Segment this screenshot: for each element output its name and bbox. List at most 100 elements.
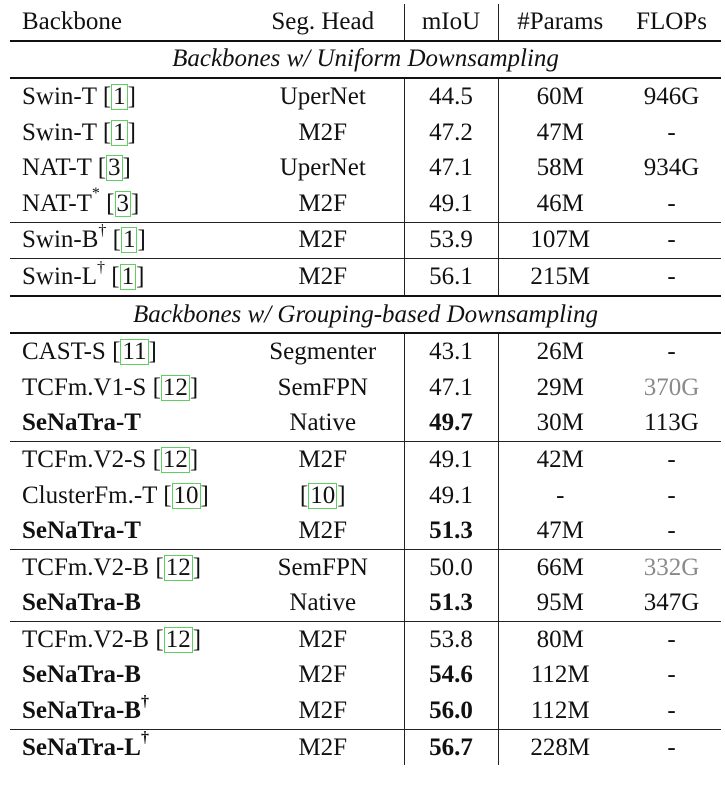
backbone-name: SeNaTra-L: [22, 733, 141, 761]
backbone-name: SeNaTra-B: [22, 661, 141, 689]
citation-link[interactable]: [12]: [152, 373, 199, 401]
citation-number: 12: [163, 553, 193, 581]
backbone-superscript: *: [91, 185, 100, 203]
table-row: ClusterFm.-T [10] [10] 49.1- -: [10, 477, 721, 514]
params-cell: 47M: [498, 513, 622, 550]
flops-cell: -: [667, 481, 676, 509]
miou-cell: 51.3: [404, 585, 499, 623]
flops-cell: 946G: [643, 82, 700, 110]
miou-cell: 47.1: [404, 150, 499, 186]
seg-head-cell: M2F: [242, 657, 405, 694]
backbone-name: ClusterFm.-T: [22, 481, 157, 509]
citation-link[interactable]: [1]: [102, 118, 136, 146]
miou-cell: 56.0: [404, 693, 499, 730]
backbone-cell: NAT-T [3]: [10, 150, 242, 186]
params-cell: 80M: [536, 625, 584, 653]
table-row: SeNaTra-B† M2F 56.0 112M -: [10, 693, 721, 730]
params-cell: 112M: [530, 661, 590, 689]
backbone-superscript: †: [97, 258, 105, 276]
segmentation-results-table: Backbone Seg. Head mIoU #Params FLOPs Ba…: [10, 4, 721, 766]
miou-cell: 50.0: [404, 549, 499, 586]
header-params: #Params: [498, 4, 622, 42]
header-backbone: Backbone: [10, 4, 242, 42]
seg-head-cell: M2F: [242, 185, 405, 223]
backbone-name: Swin-L: [22, 262, 97, 290]
seg-head-cell: M2F: [242, 693, 405, 730]
seg-head-cell: M2F: [242, 621, 405, 658]
table-row: CAST-S [11] Segmenter 43.1 26M -: [10, 333, 721, 370]
params-cell: 29M: [536, 373, 584, 401]
backbone-name: TCFm.V2-S: [22, 445, 147, 473]
seg-head-cell: M2F: [242, 513, 405, 550]
citation-link[interactable]: [1]: [111, 262, 145, 290]
citation-link[interactable]: [3]: [97, 154, 131, 182]
table-row: Swin-T [1] M2F 47.2 47M -: [10, 114, 721, 151]
miou-cell: 56.1: [404, 258, 499, 296]
citation-number: 1: [119, 262, 137, 290]
flops-cell: -: [667, 625, 676, 653]
table-row: SeNaTra-T M2F 51.3 47M -: [10, 513, 721, 550]
seg-head-cell: M2F: [242, 729, 405, 766]
flops-cell: -: [622, 513, 721, 550]
seg-head-cell: SemFPN: [242, 549, 405, 586]
miou-cell: 47.2: [404, 114, 499, 151]
backbone-name: TCFm.V1-S: [22, 373, 147, 401]
miou-cell: 49.1: [404, 477, 499, 514]
seg-head-cell: [10]: [242, 477, 405, 514]
table-row: SeNaTra-T Native 49.7 30M 113G: [10, 405, 721, 443]
backbone-superscript: †: [98, 222, 107, 240]
backbone-name: Swin-B: [22, 226, 99, 254]
backbone-cell: TCFm.V2-B [12]: [10, 622, 242, 658]
flops-cell: -: [667, 262, 676, 290]
citation-link[interactable]: [12]: [155, 553, 202, 581]
flops-cell: -: [667, 445, 676, 473]
seg-head-citation[interactable]: [10]: [299, 481, 346, 509]
miou-cell: 53.8: [404, 621, 499, 658]
backbone-cell: Swin-B† [1]: [10, 222, 242, 260]
flops-cell: -: [667, 118, 676, 146]
flops-cell: 113G: [622, 405, 721, 443]
citation-link[interactable]: [1]: [112, 226, 146, 254]
miou-cell: 44.5: [404, 78, 499, 115]
citation-link[interactable]: [12]: [152, 445, 199, 473]
seg-head-citation-number: 10: [308, 481, 338, 509]
backbone-cell: ClusterFm.-T [10]: [10, 478, 242, 514]
miou-cell: 43.1: [404, 333, 499, 370]
header-row: Backbone Seg. Head mIoU #Params FLOPs: [10, 4, 721, 42]
header-miou: mIoU: [404, 4, 499, 42]
miou-cell: 47.1: [404, 369, 499, 406]
params-cell: 58M: [536, 154, 584, 182]
table-row: TCFm.V1-S [12] SemFPN 47.1 29M 370G: [10, 369, 721, 406]
backbone-cell: TCFm.V2-S [12]: [10, 442, 242, 478]
params-cell: 228M: [530, 733, 591, 761]
section-title: Backbones w/ Grouping-based Downsampling: [10, 294, 721, 335]
section-header-row: Backbones w/ Grouping-based Downsampling: [10, 294, 721, 335]
backbone-cell: SeNaTra-B†: [10, 693, 242, 730]
citation-link[interactable]: [12]: [155, 625, 202, 653]
citation-number: 11: [120, 338, 149, 366]
citation-number: 1: [111, 82, 128, 110]
seg-head-cell: M2F: [242, 222, 405, 260]
citation-link[interactable]: [11]: [112, 338, 157, 366]
flops-cell: -: [667, 661, 676, 689]
params-cell: 47M: [536, 118, 584, 146]
flops-cell: 370G: [643, 373, 700, 401]
citation-link[interactable]: [10]: [163, 481, 209, 509]
miou-cell: 49.1: [404, 441, 499, 478]
params-cell: 66M: [536, 553, 584, 581]
citation-number: 12: [163, 625, 193, 653]
seg-head-cell: M2F: [242, 258, 405, 296]
backbone-name: TCFm.V2-B: [22, 625, 150, 653]
citation-link[interactable]: [3]: [106, 189, 140, 217]
miou-cell: 49.1: [404, 185, 499, 223]
citation-link[interactable]: [1]: [102, 82, 136, 110]
backbone-name: SeNaTra-B: [22, 697, 141, 725]
table-row: NAT-T* [3] M2F 49.1 46M -: [10, 185, 721, 223]
flops-cell: 332G: [643, 553, 700, 581]
seg-head-cell: Native: [242, 405, 405, 443]
table-row: TCFm.V2-B [12] SemFPN 50.0 66M 332G: [10, 549, 721, 586]
seg-head-cell: Native: [242, 585, 405, 623]
table-row: TCFm.V2-B [12] M2F 53.8 80M -: [10, 621, 721, 658]
backbone-cell: Swin-T [1]: [10, 115, 242, 151]
params-cell: 112M: [498, 693, 622, 730]
